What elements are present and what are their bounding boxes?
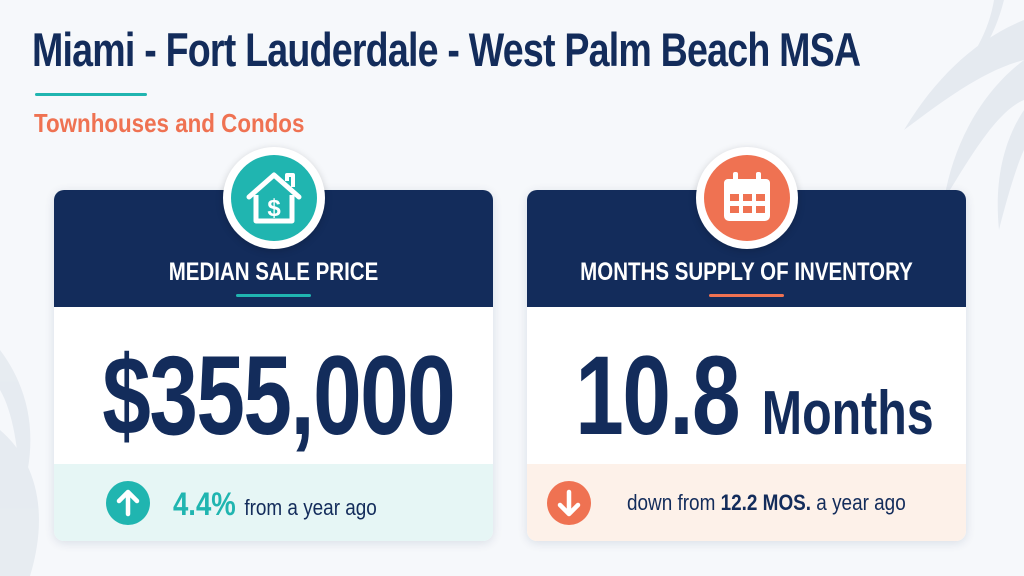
change-suffix: a year ago bbox=[816, 490, 906, 515]
change-text: from a year ago bbox=[244, 495, 377, 520]
median-sale-price-value: $355,000 bbox=[102, 333, 455, 458]
months-supply-value: 10.8 bbox=[575, 333, 740, 458]
card-label: MEDIAN SALE PRICE bbox=[168, 258, 379, 286]
arrow-down-icon bbox=[557, 489, 581, 517]
change-footer: 4.4% from a year ago bbox=[54, 464, 493, 541]
house-dollar-badge: $ bbox=[222, 147, 325, 249]
page-title: Miami - Fort Lauderdale - West Palm Beac… bbox=[32, 23, 861, 76]
calendar-badge bbox=[695, 147, 798, 249]
svg-text:$: $ bbox=[267, 195, 281, 222]
change-prefix: down from bbox=[627, 490, 716, 515]
months-supply-unit: Months bbox=[761, 379, 934, 448]
page-subtitle: Townhouses and Condos bbox=[34, 108, 305, 138]
change-percent: 4.4% bbox=[173, 486, 236, 522]
card-label: MONTHS SUPPLY OF INVENTORY bbox=[580, 258, 913, 286]
change-previous-value: 12.2 MOS. bbox=[720, 490, 812, 515]
calendar-icon bbox=[723, 172, 770, 221]
median-sale-price-card: MEDIAN SALE PRICE $ $355,000 4.4% from a … bbox=[54, 147, 493, 541]
arrow-up-icon bbox=[116, 489, 140, 517]
months-supply-card: MONTHS SUPPLY OF INVENTORY 1 bbox=[527, 147, 966, 541]
change-footer: down from 12.2 MOS. a year ago bbox=[527, 464, 966, 541]
header-accent-line bbox=[236, 294, 311, 297]
title-underline bbox=[35, 93, 147, 96]
house-dollar-icon: $ bbox=[246, 172, 301, 224]
palm-leaf-decoration-bottom-left bbox=[0, 350, 39, 576]
header-accent-line bbox=[709, 294, 784, 297]
